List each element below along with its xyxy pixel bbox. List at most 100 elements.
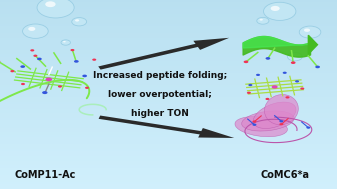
- Bar: [0, 47, 337, 50]
- Ellipse shape: [242, 111, 294, 131]
- Circle shape: [20, 65, 25, 68]
- Circle shape: [283, 72, 287, 74]
- Bar: [0, 59, 337, 61]
- Polygon shape: [308, 35, 317, 54]
- Bar: [0, 28, 337, 31]
- Bar: [0, 94, 337, 97]
- Bar: [0, 73, 337, 76]
- Bar: [0, 149, 337, 151]
- Bar: [0, 120, 337, 123]
- Bar: [0, 89, 337, 92]
- Bar: [0, 61, 337, 64]
- Circle shape: [247, 92, 251, 94]
- Bar: [0, 151, 337, 153]
- Text: lower overpotential;: lower overpotential;: [108, 90, 212, 99]
- Circle shape: [304, 29, 310, 32]
- Bar: [0, 37, 337, 40]
- Circle shape: [291, 54, 295, 57]
- Circle shape: [21, 83, 25, 85]
- Bar: [0, 26, 337, 28]
- Bar: [0, 111, 337, 113]
- Bar: [0, 106, 337, 109]
- Text: CoMP11-Ac: CoMP11-Ac: [15, 170, 76, 180]
- Circle shape: [37, 0, 74, 18]
- Bar: [0, 137, 337, 139]
- Bar: [0, 16, 337, 19]
- Bar: [0, 66, 337, 69]
- Bar: [0, 54, 337, 57]
- Ellipse shape: [265, 94, 298, 125]
- Bar: [0, 139, 337, 142]
- Bar: [0, 158, 337, 161]
- Circle shape: [74, 60, 79, 63]
- Bar: [0, 9, 337, 12]
- Circle shape: [248, 84, 252, 86]
- Ellipse shape: [253, 102, 296, 129]
- Bar: [0, 141, 337, 144]
- Bar: [0, 78, 337, 80]
- Bar: [0, 125, 337, 128]
- Ellipse shape: [235, 117, 287, 137]
- Bar: [0, 40, 337, 43]
- Bar: [0, 153, 337, 156]
- Circle shape: [28, 27, 35, 31]
- Bar: [0, 33, 337, 36]
- Circle shape: [256, 74, 260, 76]
- Bar: [0, 127, 337, 130]
- Bar: [0, 35, 337, 38]
- Bar: [0, 64, 337, 66]
- Circle shape: [92, 59, 96, 61]
- Bar: [0, 52, 337, 54]
- Text: higher TON: higher TON: [131, 109, 189, 118]
- Circle shape: [271, 6, 280, 11]
- Bar: [0, 122, 337, 125]
- Bar: [0, 23, 337, 26]
- Bar: [0, 108, 337, 111]
- Bar: [0, 181, 337, 184]
- Bar: [0, 45, 337, 47]
- Circle shape: [33, 55, 37, 57]
- Bar: [0, 177, 337, 180]
- Circle shape: [291, 61, 296, 64]
- Circle shape: [259, 19, 263, 21]
- Bar: [0, 113, 337, 116]
- Circle shape: [315, 66, 320, 68]
- Circle shape: [85, 87, 89, 89]
- Bar: [0, 186, 337, 189]
- Circle shape: [279, 123, 283, 125]
- Text: Increased peptide folding;: Increased peptide folding;: [93, 71, 227, 80]
- Circle shape: [75, 19, 79, 22]
- Circle shape: [279, 120, 283, 122]
- Circle shape: [266, 98, 270, 100]
- Circle shape: [10, 70, 14, 72]
- Circle shape: [272, 85, 278, 89]
- Bar: [0, 19, 337, 21]
- Bar: [0, 130, 337, 132]
- Bar: [0, 160, 337, 163]
- Circle shape: [257, 17, 269, 24]
- Circle shape: [266, 57, 270, 60]
- Bar: [0, 170, 337, 172]
- Bar: [0, 97, 337, 99]
- Bar: [0, 134, 337, 137]
- Bar: [0, 4, 337, 7]
- Bar: [0, 167, 337, 170]
- Bar: [0, 104, 337, 106]
- Circle shape: [285, 96, 289, 98]
- Bar: [0, 132, 337, 135]
- Circle shape: [252, 124, 256, 126]
- Bar: [0, 85, 337, 87]
- Bar: [0, 11, 337, 14]
- Bar: [0, 70, 337, 73]
- Bar: [0, 92, 337, 94]
- Polygon shape: [98, 38, 229, 70]
- Circle shape: [252, 120, 256, 123]
- Bar: [0, 163, 337, 165]
- Circle shape: [295, 80, 299, 82]
- Circle shape: [72, 18, 87, 26]
- Bar: [0, 144, 337, 146]
- Circle shape: [306, 126, 310, 129]
- Bar: [0, 165, 337, 168]
- Bar: [0, 174, 337, 177]
- Polygon shape: [99, 115, 234, 138]
